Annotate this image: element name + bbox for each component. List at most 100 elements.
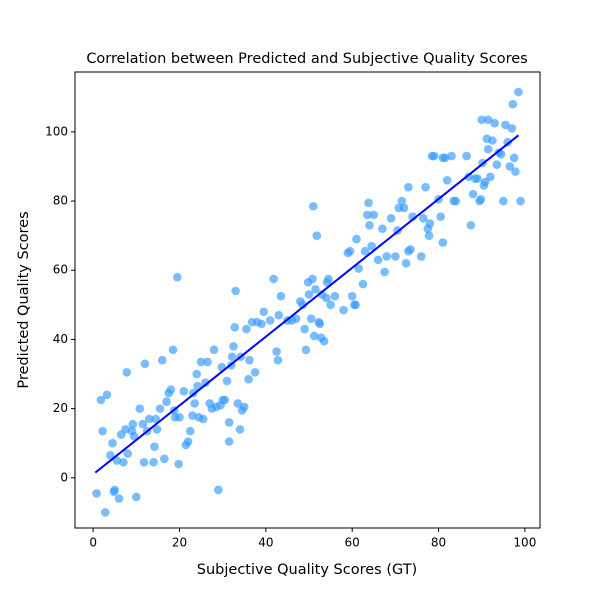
scatter-point (229, 342, 238, 351)
scatter-point (508, 99, 518, 109)
scatter-point (244, 374, 253, 384)
scatter-point (128, 419, 138, 429)
x-axis-label: Subjective Quality Scores (GT) (197, 562, 417, 578)
scatter-point (490, 118, 499, 128)
scatter-point (399, 203, 409, 213)
scatter-point (473, 174, 482, 183)
scatter-point (160, 454, 169, 464)
scatter-point (382, 252, 392, 261)
scatter-point (291, 314, 301, 323)
x-tick-label: 40 (258, 536, 273, 550)
scatter-point (224, 437, 234, 446)
scatter-point (174, 459, 183, 469)
scatter-point (175, 412, 184, 422)
scatter-point (119, 457, 128, 467)
scatter-point (106, 451, 115, 460)
scatter-point (274, 310, 284, 320)
scatter-point (188, 411, 197, 420)
scatter-point (301, 345, 311, 355)
y-tick-label: 0 (60, 470, 68, 484)
scatter-point (386, 214, 396, 223)
scatter-point (157, 355, 167, 365)
scatter-point (168, 345, 178, 355)
scatter-point (123, 449, 132, 458)
scatter-point (129, 432, 139, 441)
scatter-point (369, 210, 379, 220)
scatter-point (442, 175, 452, 185)
scatter-point (269, 274, 278, 284)
scatter-point (203, 357, 212, 367)
y-axis-label: Predicted Quality Scores (16, 211, 32, 388)
y-tick-label: 100 (45, 124, 68, 138)
scatter-point (391, 252, 400, 261)
scatter-point (401, 259, 411, 268)
chart-title: Correlation between Predicted and Subjec… (86, 51, 527, 67)
y-tick-label: 20 (53, 401, 68, 415)
scatter-point (222, 376, 232, 386)
scatter-point (144, 414, 154, 424)
scatter-point (351, 300, 360, 310)
scatter-point (245, 355, 254, 365)
scatter-point (501, 120, 510, 130)
scatter-point (464, 172, 474, 182)
scatter-point (451, 196, 461, 206)
plot-frame (74, 71, 541, 529)
scatter-point (311, 284, 320, 294)
scatter-point (511, 167, 520, 176)
scatter-point (507, 124, 517, 133)
scatter-point (397, 196, 407, 206)
scatter-point (468, 189, 478, 199)
scatter-point (364, 198, 373, 208)
scatter-point (231, 286, 240, 296)
scatter-point (150, 442, 159, 451)
scatter-point (102, 390, 112, 400)
scatter-point (166, 385, 176, 394)
scatter-point (352, 234, 361, 244)
scatter-point (438, 238, 448, 247)
scatter-point (198, 414, 208, 424)
scatter-point (509, 153, 519, 163)
scatter-point (326, 300, 335, 310)
scatter-point (110, 485, 120, 495)
scatter-point (421, 182, 430, 192)
scatter-point (92, 489, 101, 498)
scatter-point (132, 492, 141, 502)
scatter-point (306, 314, 316, 323)
scatter-point (330, 291, 340, 301)
y-tick-label: 60 (53, 263, 68, 277)
scatter-point (425, 219, 435, 228)
scatter-point (514, 87, 523, 97)
scatter-point (272, 347, 281, 356)
scatter-point (477, 115, 487, 125)
scatter-point (300, 324, 309, 334)
scatter-point (139, 457, 149, 467)
scatter-point (224, 418, 234, 427)
x-tick-label: 100 (513, 536, 536, 550)
scatter-point (151, 414, 161, 424)
scatter-point (440, 153, 450, 163)
scatter-point (155, 404, 165, 413)
scatter-point (233, 399, 243, 408)
scatter-point (505, 162, 515, 171)
scatter-point (365, 220, 374, 230)
scatter-point (96, 395, 106, 405)
scatter-point (360, 246, 370, 256)
scatter-point (276, 291, 286, 301)
scatter-point (227, 352, 237, 362)
scatter-point (354, 264, 363, 273)
scatter-point (373, 255, 383, 265)
scatter-point (476, 195, 486, 204)
scatter-point (309, 201, 318, 211)
scatter-point (273, 355, 283, 365)
scatter-point (483, 115, 493, 125)
scatter-point (149, 457, 158, 467)
scatter-point (304, 290, 314, 299)
scatter-point (98, 426, 107, 436)
scatter-point (358, 279, 368, 289)
scatter-point (367, 241, 376, 251)
scatter-point (250, 368, 260, 377)
scatter-point (192, 369, 202, 379)
scatter-point (162, 397, 171, 407)
scatter-point (380, 267, 389, 277)
scatter-point (179, 387, 189, 396)
